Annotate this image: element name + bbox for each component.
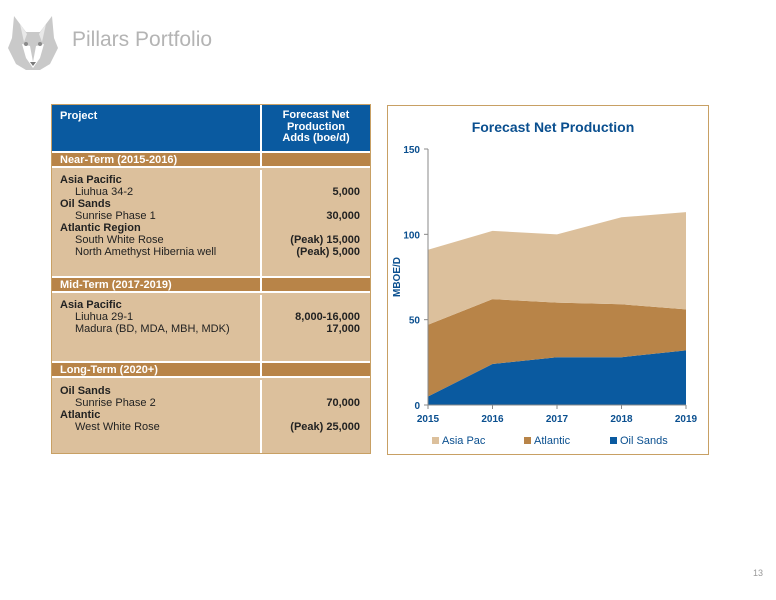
table-row: North Amethyst Hibernia well (Peak) 5,000 — [75, 246, 360, 258]
legend-label-asia-pac: Asia Pac — [442, 435, 486, 447]
section-body-near-term: Asia Pacific Liuhua 34-2 5,000 Oil Sands … — [52, 170, 370, 282]
table-row: Oil Sands — [60, 385, 111, 397]
area-asia-pac — [428, 212, 686, 325]
y-tick-label: 150 — [403, 145, 420, 156]
table-row: Atlantic — [60, 409, 101, 421]
table-row: Oil Sands — [60, 198, 111, 210]
legend-swatch-asia-pac — [432, 437, 439, 444]
column-header-forecast: Forecast Net Production Adds (boe/d) — [260, 105, 370, 153]
table-row: Sunrise Phase 2 70,000 — [75, 397, 360, 409]
legend-swatch-oil-sands — [610, 437, 617, 444]
section-header-mid-term: Mid-Term (2017-2019) — [52, 276, 370, 293]
y-axis-label: MBOE/D — [392, 257, 403, 297]
legend-swatch-atlantic — [524, 437, 531, 444]
area-oil-sands — [428, 350, 686, 405]
x-tick-label: 2015 — [417, 414, 440, 425]
x-tick-label: 2018 — [610, 414, 633, 425]
table-row: Liuhua 29-1 8,000-16,000 — [75, 311, 360, 323]
section-body-long-term: Oil Sands Sunrise Phase 2 70,000 Atlantic… — [52, 380, 370, 453]
column-header-project: Project — [60, 110, 98, 122]
table-row: Atlantic Region — [60, 222, 141, 234]
table-header-row: Project Forecast Net Production Adds (bo… — [52, 105, 370, 153]
chart-title: Forecast Net Production — [472, 119, 635, 135]
x-tick-label: 2019 — [675, 414, 698, 425]
y-tick-label: 50 — [409, 316, 421, 327]
table-row: Asia Pacific — [60, 299, 122, 311]
table-row: Sunrise Phase 1 30,000 — [75, 210, 360, 222]
section-body-mid-term: Asia Pacific Liuhua 29-1 8,000-16,000 Mad… — [52, 295, 370, 361]
section-header-near-term: Near-Term (2015-2016) — [52, 151, 370, 168]
table-row: Liuhua 34-2 5,000 — [75, 186, 360, 198]
section-header-long-term: Long-Term (2020+) — [52, 361, 370, 378]
table-row: Asia Pacific — [60, 174, 122, 186]
legend-label-oil-sands: Oil Sands — [620, 435, 668, 447]
y-tick-label: 100 — [403, 230, 420, 241]
legend-label-atlantic: Atlantic — [534, 435, 571, 447]
y-tick-label: 0 — [414, 401, 420, 412]
area-atlantic — [428, 299, 686, 397]
forecast-chart: Forecast Net Production 0 50 100 150 2015 2016… — [387, 105, 709, 455]
page-title: Pillars Portfolio — [72, 28, 213, 51]
project-table: Project Forecast Net Production Adds (bo… — [51, 104, 371, 454]
table-row: West White Rose (Peak) 25,000 — [75, 421, 360, 433]
table-row: South White Rose (Peak) 15,000 — [75, 234, 360, 246]
table-row: Madura (BD, MDA, MBH, MDK) 17,000 — [75, 323, 360, 335]
x-tick-label: 2016 — [481, 414, 504, 425]
x-tick-label: 2017 — [546, 414, 569, 425]
page-number: 13 — [753, 568, 764, 578]
chart-svg: Forecast Net Production 0 50 100 150 2015 2016… — [392, 119, 698, 447]
husky-logo-icon — [8, 16, 58, 70]
